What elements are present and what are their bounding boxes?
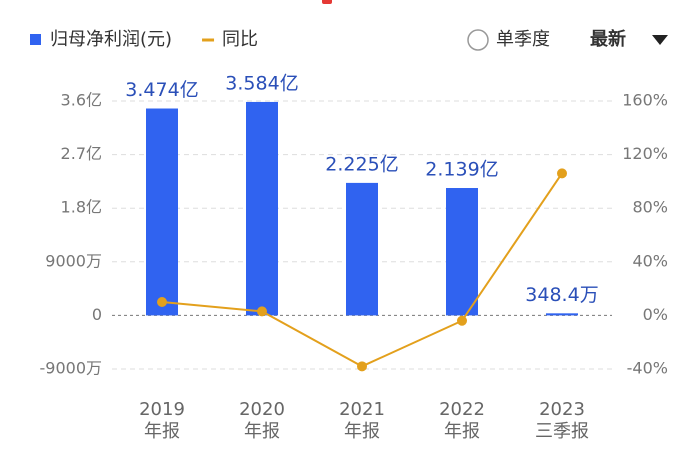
y-tick-label: 1.8亿 <box>61 198 102 217</box>
value-label: 2.225亿 <box>325 153 398 175</box>
bar <box>346 182 378 316</box>
y2-tick-label: 160% <box>622 91 668 110</box>
y-tick-label: 0 <box>92 305 102 324</box>
y2-tick-label: 80% <box>632 198 668 217</box>
line-point <box>357 361 367 372</box>
y2-tick-label: 0% <box>643 305 668 324</box>
y2-tick-label: 40% <box>632 251 668 270</box>
quarterly-radio[interactable] <box>467 29 489 51</box>
dropdown-arrow[interactable] <box>652 35 668 45</box>
top-indicator <box>322 0 332 4</box>
legend-label: 同比 <box>222 29 258 50</box>
bar <box>546 313 578 316</box>
y2-tick-label: 120% <box>622 144 668 163</box>
y-tick-label: 2.7亿 <box>61 144 102 163</box>
quarterly-label[interactable]: 单季度 <box>496 29 550 50</box>
x-tick-label: 2021 <box>339 399 385 420</box>
x-tick-label: 年报 <box>144 421 180 442</box>
line-point <box>257 306 267 317</box>
x-tick-label: 2023 <box>539 399 585 420</box>
x-tick-label: 2019 <box>139 399 185 420</box>
value-label: 348.4万 <box>525 284 598 306</box>
x-tick-label: 2020 <box>239 399 285 420</box>
y-tick-label: -9000万 <box>40 359 103 378</box>
bar <box>446 188 478 316</box>
x-tick-label: 年报 <box>344 421 380 442</box>
y-tick-label: 3.6亿 <box>61 91 102 110</box>
value-label: 2.139亿 <box>425 159 498 181</box>
value-label: 3.584亿 <box>225 72 298 94</box>
x-tick-label: 2022 <box>439 399 485 420</box>
bar <box>146 108 178 316</box>
period-select[interactable]: 最新 <box>590 28 626 50</box>
line-point <box>157 297 167 307</box>
x-tick-label: 年报 <box>244 421 280 442</box>
bar <box>246 101 278 316</box>
y2-tick-label: -40% <box>627 359 668 378</box>
x-tick-label: 年报 <box>444 421 480 442</box>
legend-swatch <box>30 34 41 45</box>
x-tick-label: 三季报 <box>535 421 589 442</box>
legend-label: 归母净利润(元) <box>50 29 172 50</box>
line-point <box>457 315 467 326</box>
line-point <box>557 168 567 179</box>
y-tick-label: 9000万 <box>45 251 102 270</box>
value-label: 3.474亿 <box>125 79 198 101</box>
